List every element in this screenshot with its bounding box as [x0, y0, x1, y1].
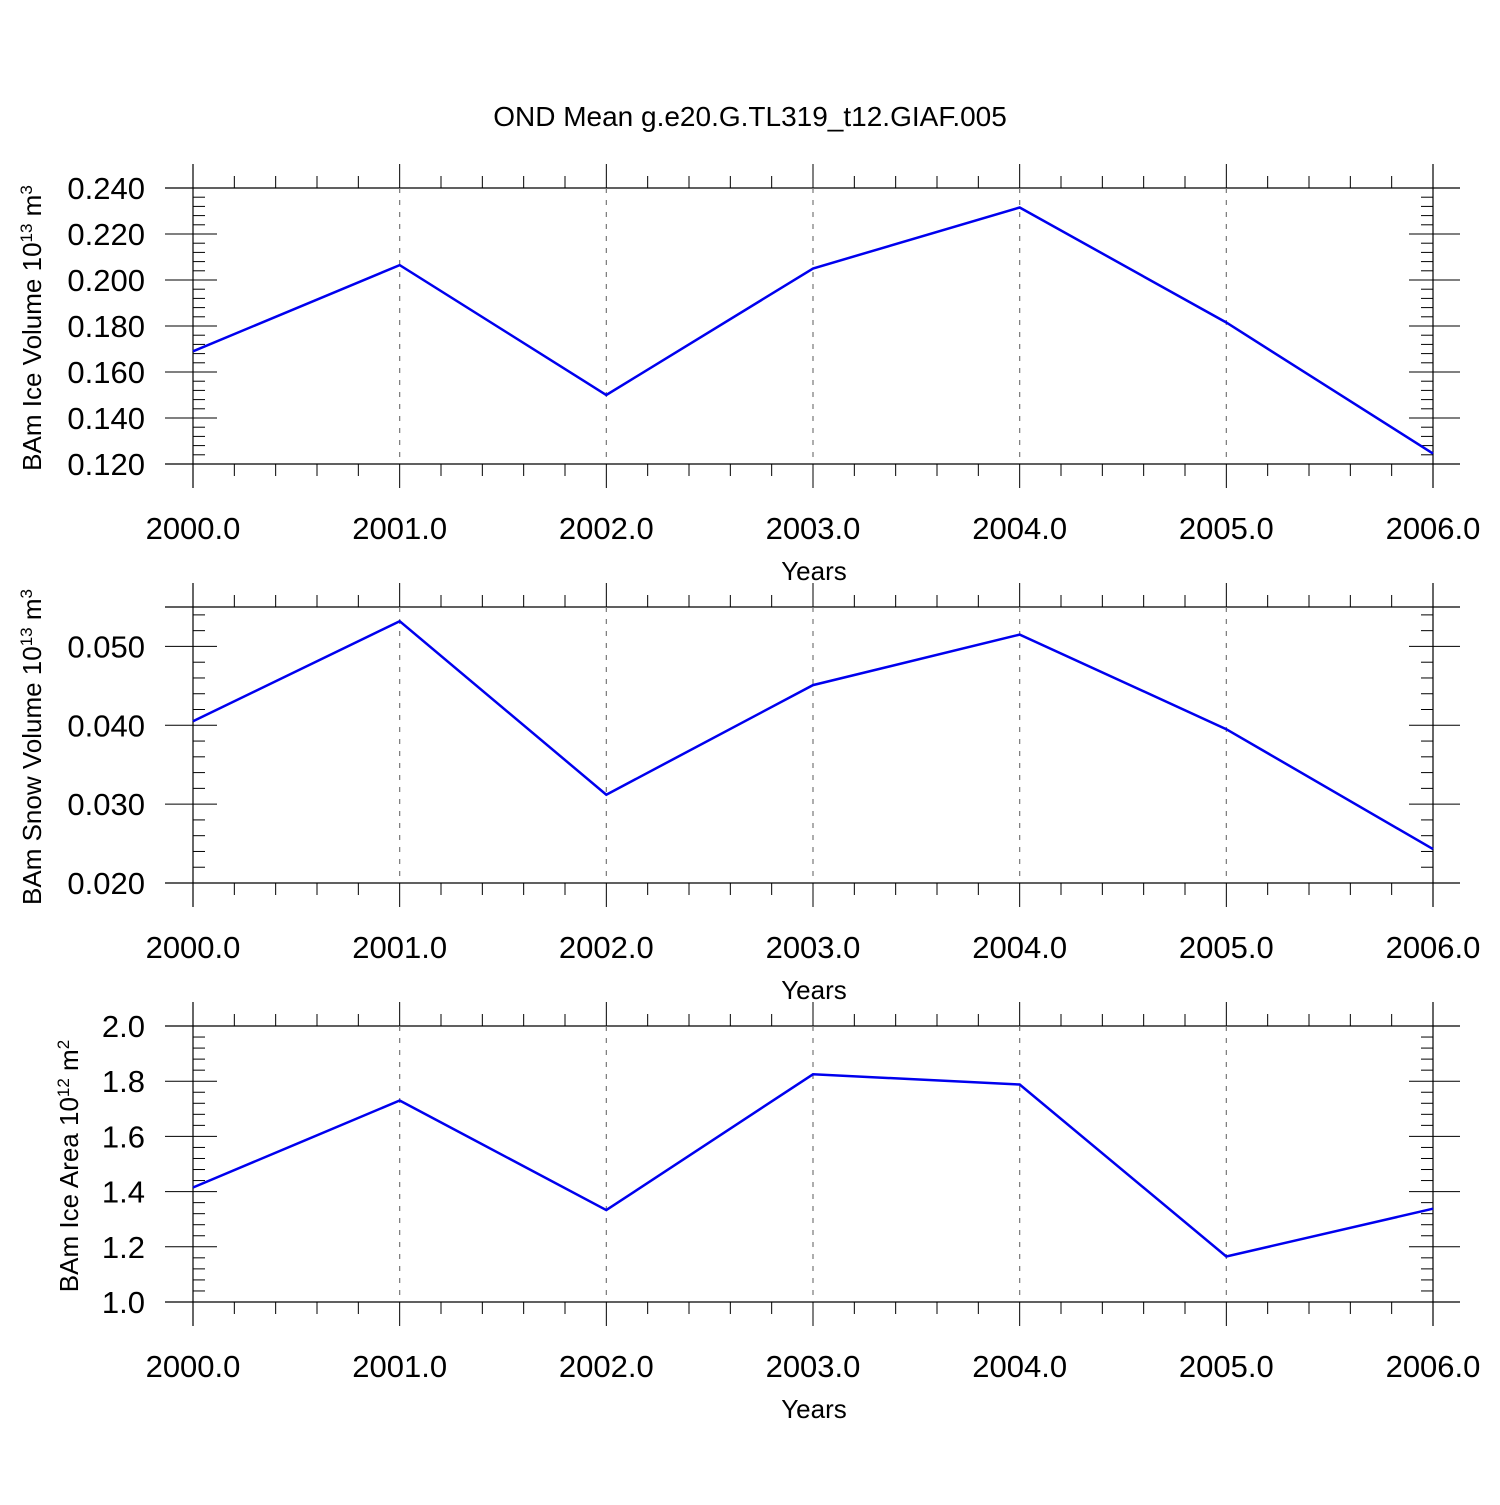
- data-point: [811, 1072, 815, 1076]
- y-axis-label-unit-exponent: 3: [17, 589, 36, 598]
- y-tick-label: 0.120: [67, 447, 145, 482]
- y-tick-label: 0.050: [67, 629, 145, 664]
- data-point: [398, 619, 402, 623]
- y-tick-label: 0.030: [67, 787, 145, 822]
- y-tick-label: 1.6: [102, 1119, 145, 1154]
- x-tick-label: 2004.0: [972, 1349, 1067, 1384]
- data-point: [398, 1099, 402, 1103]
- series-line-1: [192, 1073, 1434, 1258]
- x-tick-label: 2004.0: [972, 511, 1067, 546]
- y-tick-label: 0.040: [67, 708, 145, 743]
- y-axis-label-unit: m: [17, 598, 47, 627]
- y-tick-label: 0.240: [67, 171, 145, 206]
- y-tick-label: 0.140: [67, 401, 145, 436]
- y-axis-label-text: BAm Snow Volume 10: [17, 646, 47, 905]
- data-point: [1018, 1083, 1022, 1087]
- y-tick-label: 0.020: [67, 866, 145, 901]
- y-axis-label-exponent: 13: [17, 224, 36, 243]
- data-point: [1018, 633, 1022, 637]
- x-tick-label: 2002.0: [559, 1349, 654, 1384]
- data-point: [811, 267, 815, 271]
- y-axis-label-unit: m: [17, 195, 47, 224]
- y-tick-label: 1.2: [102, 1230, 145, 1265]
- x-tick-label: 2001.0: [352, 930, 447, 965]
- y-tick-label: 1.8: [102, 1064, 145, 1099]
- series-line-1: [192, 206, 1434, 455]
- x-tick-label: 2005.0: [1179, 511, 1274, 546]
- x-tick-label: 2000.0: [146, 930, 241, 965]
- data-point: [191, 719, 195, 723]
- y-tick-label: 2.0: [102, 1009, 145, 1044]
- panel-2: 0.020 0.030 0.040 0.050 2000.0 2001.0 2002.0 20…: [17, 583, 1481, 1005]
- data-point: [1224, 321, 1228, 325]
- y-axis-label: BAm Ice Area 1012 m2: [54, 1040, 85, 1292]
- y-axis-label-unit-exponent: 2: [54, 1040, 73, 1049]
- data-point: [604, 393, 608, 397]
- panels: 0.120 0.140 0.160 0.180 0.200 0.220 0.240 2000.…: [17, 164, 1481, 1424]
- y-axis-label-text: BAm Ice Volume 10: [17, 242, 47, 470]
- y-tick-label: 1.0: [102, 1285, 145, 1320]
- data-point: [1224, 1254, 1228, 1258]
- data-point: [1224, 727, 1228, 731]
- x-tick-label: 2006.0: [1386, 1349, 1481, 1384]
- x-tick-label: 2003.0: [766, 930, 861, 965]
- x-tick-label: 2004.0: [972, 930, 1067, 965]
- data-point: [1431, 452, 1435, 456]
- data-point: [1431, 847, 1435, 851]
- y-tick-label: 0.200: [67, 263, 145, 298]
- x-tick-label: 2003.0: [766, 1349, 861, 1384]
- x-tick-label: 2002.0: [559, 930, 654, 965]
- panel-3: 1.0 1.2 1.4 1.6 1.8 2.0 2000.0 2001.0 2002.0 2003…: [54, 1002, 1481, 1424]
- data-point: [398, 263, 402, 267]
- x-tick-label: 2003.0: [766, 511, 861, 546]
- y-tick-label: 0.180: [67, 309, 145, 344]
- y-axis-label-text: BAm Ice Area 10: [54, 1097, 84, 1292]
- x-tick-label: 2006.0: [1386, 511, 1481, 546]
- data-point: [1018, 206, 1022, 210]
- x-axis-label: Years: [781, 556, 847, 586]
- y-axis-label-unit-exponent: 3: [17, 185, 36, 194]
- panel-1: 0.120 0.140 0.160 0.180 0.200 0.220 0.240 2000.…: [17, 164, 1481, 586]
- x-tick-label: 2005.0: [1179, 930, 1274, 965]
- x-tick-label: 2005.0: [1179, 1349, 1274, 1384]
- x-tick-label: 2002.0: [559, 511, 654, 546]
- x-tick-label: 2001.0: [352, 511, 447, 546]
- data-point: [1431, 1207, 1435, 1211]
- x-tick-label: 2000.0: [146, 511, 241, 546]
- x-axis-label: Years: [781, 975, 847, 1005]
- y-axis-label: BAm Ice Volume 1013 m3: [17, 185, 48, 471]
- data-point: [604, 1208, 608, 1212]
- data-point: [191, 349, 195, 353]
- data-point: [604, 793, 608, 797]
- data-point: [191, 1185, 195, 1189]
- y-axis-label: BAm Snow Volume 1013 m3: [17, 589, 48, 905]
- data-point: [811, 683, 815, 687]
- x-tick-label: 2000.0: [146, 1349, 241, 1384]
- y-axis-label-exponent: 12: [54, 1078, 73, 1097]
- y-axis-label-unit: m: [54, 1049, 84, 1078]
- x-tick-label: 2001.0: [352, 1349, 447, 1384]
- series-line-1: [192, 619, 1434, 851]
- y-axis-label-exponent: 13: [17, 627, 36, 646]
- y-tick-label: 1.4: [102, 1175, 145, 1210]
- figure-title: OND Mean g.e20.G.TL319_t12.GIAF.005: [493, 101, 1007, 132]
- x-tick-label: 2006.0: [1386, 930, 1481, 965]
- y-tick-label: 0.160: [67, 355, 145, 390]
- x-axis-label: Years: [781, 1394, 847, 1424]
- y-tick-label: 0.220: [67, 217, 145, 252]
